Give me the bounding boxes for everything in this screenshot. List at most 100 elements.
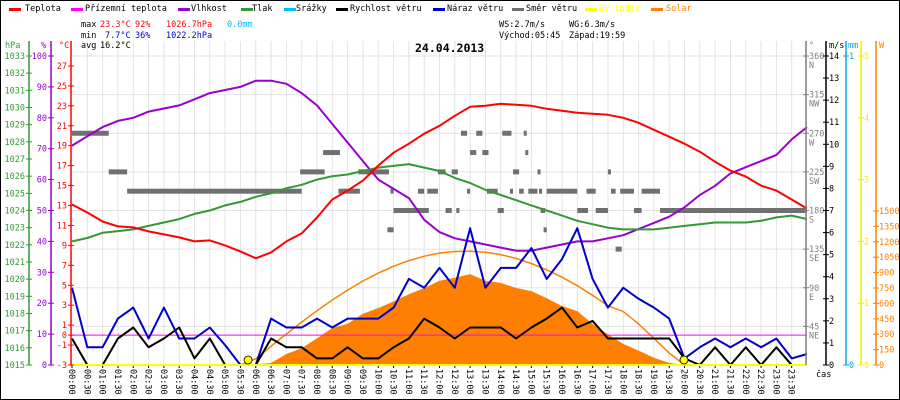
axis-tick-label-hpa: 1020 — [5, 275, 25, 285]
x-tick-label: 07:00 — [280, 369, 290, 395]
series-line-hum — [71, 79, 808, 252]
axis-tick-label-temp: 1 — [62, 321, 67, 331]
wind-direction-bar — [607, 169, 611, 175]
x-tick-label: 00:30 — [81, 369, 91, 395]
axis-unit-mm: mm — [848, 41, 858, 51]
x-tick-label: 11:30 — [418, 369, 428, 395]
stat-min-humidity: 36% — [135, 31, 151, 41]
stat-min-label: min — [81, 31, 97, 41]
axis-tick-label-uv: 0 — [864, 361, 869, 371]
x-tick-label: 08:00 — [311, 369, 321, 395]
axis-tick-direction-dir: S — [809, 216, 814, 226]
wind-direction-bar — [387, 227, 394, 233]
axis-unit-pct: % — [41, 41, 46, 51]
x-tick-label: 20:30 — [694, 369, 704, 395]
wind-direction-bar — [108, 169, 128, 175]
legend-label-temp: Teplota — [25, 4, 61, 14]
axis-tick-label-dir: 135 — [809, 245, 824, 255]
wind-direction-bar — [393, 208, 429, 213]
axis-tick-label-ms: 2 — [829, 317, 834, 327]
wind-direction-bar — [660, 208, 807, 213]
wind-direction-bar — [502, 130, 512, 136]
x-tick-label: 14:30 — [510, 369, 520, 395]
x-tick-label: 03:30 — [173, 369, 183, 395]
x-tick-label: 04:00 — [189, 369, 199, 395]
axis-tick-label-dir: 315 — [809, 91, 824, 101]
axis-tick-label-hpa: 1029 — [5, 121, 25, 131]
axis-tick-label-temp: 9 — [62, 241, 67, 251]
axis-tick-direction-dir: E — [809, 293, 814, 303]
axis-tick-label-ms: 12 — [829, 96, 839, 106]
x-tick-label: 15:00 — [525, 369, 535, 395]
axis-tick-label-mm: 0 — [849, 361, 854, 371]
axis-tick-label-ms: 3 — [829, 295, 834, 305]
x-tick-label: 13:30 — [479, 369, 489, 395]
wind-direction-bar — [509, 188, 513, 194]
wind-direction-bar — [460, 130, 468, 136]
stat-rain: 0.0mm — [227, 20, 253, 30]
legend-label-hum: Vlhkost — [191, 4, 227, 14]
x-tick-label: 22:30 — [755, 369, 765, 395]
wind-direction-bar — [525, 150, 529, 156]
axis-tick-label-pct: 40 — [37, 237, 47, 247]
axis-tick-label-w: 1200 — [879, 238, 899, 248]
axis-unit-ms: m/s — [829, 41, 844, 51]
wind-direction-bar — [467, 188, 471, 194]
x-tick-label: 16:30 — [571, 369, 581, 395]
legend-swatch-solar — [651, 8, 663, 11]
axis-tick-label-dir: 45 — [809, 322, 819, 332]
axis-tick-label-hpa: 1027 — [5, 155, 25, 165]
legend-label-press: Tlak — [252, 4, 273, 14]
axis-tick-label-hpa: 1032 — [5, 69, 25, 79]
legend-swatch-press — [241, 8, 253, 11]
wind-direction-bar — [482, 150, 489, 156]
x-tick-label: 11:00 — [403, 369, 413, 395]
axis-tick-direction-dir: NW — [809, 100, 820, 110]
axis-tick-label-temp: 21 — [57, 122, 67, 132]
axis-tick-label-w: 0 — [879, 361, 884, 371]
x-tick-label: 09:00 — [342, 369, 352, 395]
axis-tick-label-uv: 2 — [864, 237, 869, 247]
series-line-temp — [71, 102, 808, 260]
wind-direction-bar — [390, 188, 394, 194]
axis-tick-direction-dir: SE — [809, 254, 819, 264]
wind-direction-bar — [418, 188, 425, 194]
chart-title: 24.04.2013 — [415, 41, 485, 55]
axis-tick-label-dir: 225 — [809, 168, 824, 178]
x-tick-label: 17:30 — [602, 369, 612, 395]
x-tick-label: 02:00 — [127, 369, 137, 395]
x-tick-label: 23:30 — [786, 369, 796, 395]
axis-tick-label-hpa: 1026 — [5, 172, 25, 182]
legend-label-ground: Přízemní teplota — [85, 4, 167, 14]
axis-tick-label-w: 600 — [879, 299, 894, 309]
axis-tick-label-temp: 25 — [57, 82, 67, 92]
axis-tick-label-hpa: 1028 — [5, 138, 25, 148]
wind-direction-bar — [470, 150, 477, 156]
x-tick-label: 18:00 — [617, 369, 627, 395]
axis-tick-label-ms: 0 — [829, 361, 834, 371]
legend-swatch-dir — [512, 8, 524, 11]
wind-direction-bar — [523, 130, 527, 136]
axis-tick-direction-dir: W — [809, 138, 815, 148]
sun-marker — [243, 355, 253, 365]
x-tick-label: 01:30 — [112, 369, 122, 395]
x-tick-label: 06:00 — [250, 369, 260, 395]
axis-tick-label-temp: -3 — [57, 361, 67, 371]
axis-tick-label-hpa: 1030 — [5, 104, 25, 114]
wind-direction-bar — [72, 130, 109, 136]
axis-tick-label-pct: 10 — [37, 330, 47, 340]
wind-direction-bar — [513, 169, 520, 175]
axis-tick-label-w: 150 — [879, 346, 894, 356]
axis-tick-label-hpa: 1017 — [5, 327, 25, 337]
stat-sunrise: Východ:05:45 — [499, 31, 561, 41]
x-tick-label: 07:30 — [296, 369, 306, 395]
axis-tick-label-uv: 1 — [864, 299, 869, 309]
axis-tick-label-uv: 5 — [864, 52, 869, 62]
wind-direction-bar — [543, 227, 547, 233]
axis-tick-label-pct: 0 — [42, 361, 47, 371]
axis-tick-label-hpa: 1022 — [5, 241, 25, 251]
legend-swatch-wind — [336, 8, 348, 11]
x-tick-label: 19:30 — [663, 369, 673, 395]
wind-direction-bar — [451, 169, 458, 175]
